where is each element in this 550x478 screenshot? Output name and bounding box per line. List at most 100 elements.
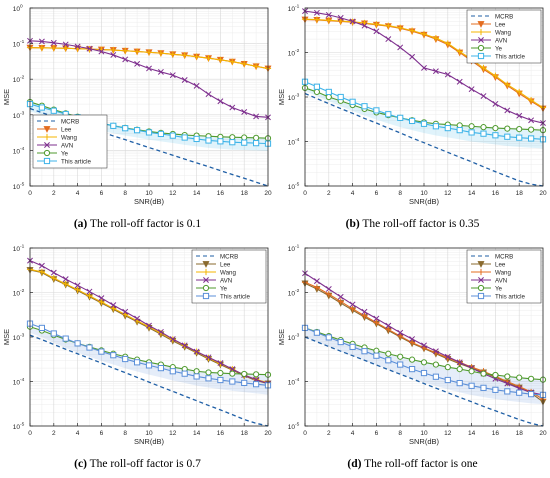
- pa-series-2-point: [253, 63, 260, 70]
- pb-series-5-point: [456, 127, 463, 134]
- pb-series-line-0: [304, 92, 544, 187]
- pc-series-3-point: [38, 262, 45, 269]
- pb-series-5-point: [516, 134, 523, 141]
- pb-series-3-point: [444, 71, 451, 78]
- pc-x-tick-label: 16: [217, 430, 225, 437]
- pb-x-tick-label: 16: [492, 190, 500, 197]
- pb-y-tick-label: 10: [288, 140, 296, 147]
- pc-legend-marker-1: [202, 261, 210, 268]
- pa-legend-marker-2: [43, 133, 51, 141]
- pd-series-5-point: [432, 373, 440, 380]
- pd-x-tick-label: 6: [375, 430, 379, 437]
- pa-legend-label-1: Lee: [61, 126, 72, 133]
- pa-y-tick-label: 10: [13, 77, 21, 84]
- pb-series-5-point: [385, 111, 392, 118]
- pc-x-axis-label: SNR(dB): [134, 437, 165, 446]
- pa-x-tick-label: 4: [76, 190, 80, 197]
- pb-series-2-point: [337, 17, 344, 25]
- pb-series-3-point: [349, 18, 356, 25]
- pc-x-tick-label: 14: [193, 430, 201, 437]
- pb-series-5-point: [325, 88, 332, 96]
- pd-series-4-point: [516, 374, 523, 381]
- pc-series-2-point: [38, 268, 45, 276]
- pc-y-tick-exponent: -3: [20, 333, 25, 339]
- pc-y-tick-label: 10: [13, 335, 21, 342]
- pa-series-2-point: [205, 55, 212, 62]
- pa-series-3-point: [217, 98, 224, 105]
- pd-series-4-point: [528, 375, 535, 382]
- pd-y-tick-label: 10: [288, 380, 296, 387]
- pd-series-5-point: [397, 361, 404, 368]
- pa-series-3-point: [193, 82, 200, 89]
- pb-y-tick-exponent: -3: [295, 93, 300, 99]
- pa-series-2-point: [122, 47, 129, 54]
- pd-y-tick-exponent: -1: [295, 244, 300, 250]
- pc-series-5-point: [98, 348, 105, 355]
- pa-x-tick-label: 2: [52, 190, 56, 197]
- caption-tag-b: (b): [345, 218, 360, 230]
- pd-x-tick-label: 18: [516, 430, 524, 437]
- pb-y-tick-exponent: -2: [295, 48, 300, 54]
- pb-series-5-point: [504, 133, 511, 140]
- pd-legend-marker-1: [477, 261, 485, 268]
- pd-series-5-point: [420, 369, 428, 377]
- pc-series-3-point: [134, 315, 141, 322]
- pb-series-4-point: [528, 126, 535, 133]
- pb-y-tick-label: 10: [288, 51, 296, 58]
- pd-series-2-point: [313, 284, 320, 291]
- pa-series-3-point: [110, 51, 117, 58]
- pa-series-5-point: [50, 107, 57, 114]
- pb-series-3-point: [325, 11, 332, 18]
- pd-series-3-point: [456, 359, 463, 366]
- pd-y-tick-label: 10: [288, 424, 296, 431]
- pb-series-3-point: [468, 86, 475, 93]
- pb-series-4-point: [516, 125, 523, 133]
- pd-series-5-point: [492, 386, 499, 393]
- pb-series-3-point: [421, 64, 427, 71]
- pb-legend-label-0: MCRB: [495, 13, 513, 20]
- panel-c: 0 2 4 6 8 10 12 14 16 18 20 10 -5 10 -4 10 -3 10 -2 10 -1 SNR…: [0, 240, 275, 454]
- pd-series-3-point: [337, 293, 344, 300]
- pa-x-tick-label: 8: [123, 190, 127, 197]
- pb-y-tick-exponent: -5: [295, 182, 300, 188]
- pc-series-5-point: [62, 335, 69, 342]
- pb-series-5-point: [373, 107, 380, 114]
- pb-series-2-point: [397, 24, 404, 31]
- pb-y-tick-exponent: -1: [295, 4, 300, 10]
- pc-series-3-point: [205, 354, 212, 361]
- pb-series-5-point: [444, 125, 451, 132]
- pb-series-4-point: [325, 93, 332, 101]
- pc-legend-label-0: MCRB: [220, 253, 238, 260]
- pd-series-2-point: [397, 332, 404, 340]
- pa-y-tick-label: 10: [13, 6, 21, 13]
- caption-b: (b) The roll-off factor is 0.35: [275, 218, 550, 230]
- pa-series-4-point: [253, 134, 260, 141]
- pb-legend-marker-4: [477, 44, 485, 52]
- pa-series-3-point: [50, 39, 57, 46]
- caption-tag-d: (d): [347, 458, 362, 470]
- pb-legend-marker-3: [478, 37, 484, 43]
- pb-x-tick-label: 18: [516, 190, 524, 197]
- pd-x-tick-label: 8: [398, 430, 402, 437]
- pb-legend-label-2: Wang: [495, 29, 511, 36]
- pd-series-5-point: [349, 343, 356, 350]
- pd-y-tick-label: 10: [288, 291, 296, 298]
- pc-legend-label-4: Ye: [220, 285, 228, 292]
- pb-series-5: [301, 78, 547, 143]
- pb-x-tick-label: 6: [375, 190, 379, 197]
- pb-x-axis-label: SNR(dB): [409, 197, 440, 206]
- pd-x-tick-label: 12: [444, 430, 452, 437]
- pd-legend-label-1: Lee: [495, 261, 506, 268]
- pc-series-3-point: [193, 348, 200, 355]
- pa-series-5-point: [193, 135, 200, 143]
- pd-series-2-point: [337, 298, 344, 305]
- pb-series-3-point: [397, 44, 404, 51]
- pc-series-3-point: [110, 302, 117, 309]
- pd-y-axis-label: MSE: [277, 329, 286, 345]
- pb-series-3-point: [432, 68, 439, 75]
- pd-y-tick-exponent: -4: [295, 377, 300, 383]
- pa-series-3-point: [62, 41, 69, 48]
- pa-series-3-point: [98, 48, 105, 55]
